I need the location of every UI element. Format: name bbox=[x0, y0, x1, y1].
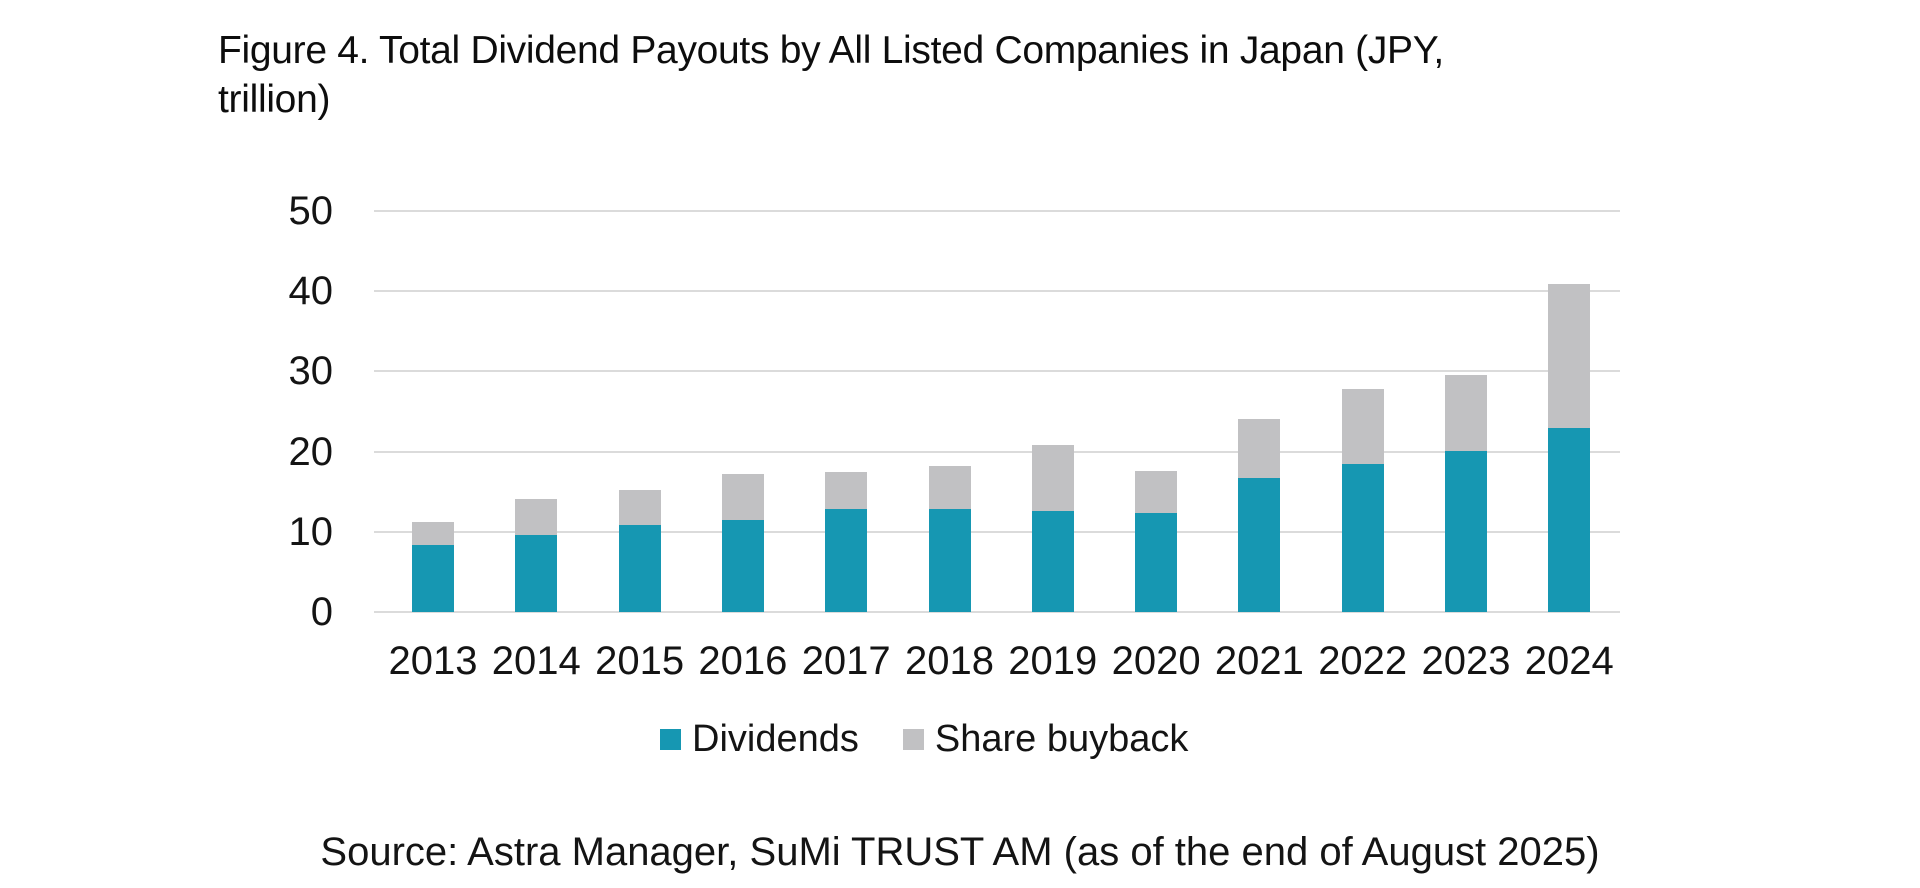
legend: Dividends Share buyback bbox=[660, 716, 1188, 762]
dividends-swatch-icon bbox=[660, 728, 681, 750]
bar-2017 bbox=[825, 472, 868, 612]
bar-2024-share-buyback bbox=[1548, 284, 1591, 428]
bar-2019-dividends bbox=[1031, 511, 1074, 612]
bar-2023 bbox=[1445, 375, 1487, 612]
bar-2015 bbox=[618, 490, 661, 612]
bar-2021-share-buyback bbox=[1238, 419, 1281, 478]
legend-label-dividends: Dividends bbox=[692, 718, 859, 760]
bar-2018-share-buyback bbox=[928, 466, 971, 509]
bar-2018-dividends bbox=[928, 509, 971, 612]
y-axis: 0 10 20 30 40 50 bbox=[0, 189, 334, 634]
x-tick-label-2024: 2024 bbox=[1524, 639, 1614, 683]
bar-2014 bbox=[515, 499, 558, 612]
bar-2024 bbox=[1548, 284, 1591, 612]
bar-2020 bbox=[1135, 471, 1178, 612]
y-tick-label-30: 30 bbox=[288, 349, 334, 394]
x-tick-label-2019: 2019 bbox=[1008, 639, 1098, 683]
y-tick-label-40: 40 bbox=[288, 269, 334, 314]
bar-2013 bbox=[412, 522, 454, 612]
bar-2022 bbox=[1341, 389, 1384, 612]
y-tick-label-0: 0 bbox=[310, 590, 333, 634]
x-tick-label-2021: 2021 bbox=[1214, 639, 1304, 683]
bar-2018 bbox=[928, 466, 971, 612]
bar-2013-share-buyback bbox=[412, 522, 454, 545]
bar-2024-dividends bbox=[1548, 428, 1591, 612]
legend-item-dividends: Dividends bbox=[660, 716, 859, 762]
bar-2016 bbox=[721, 474, 764, 612]
bar-2015-dividends bbox=[618, 525, 661, 612]
gridline-30 bbox=[374, 370, 1620, 373]
bar-2017-dividends bbox=[825, 509, 868, 612]
legend-item-share_buyback: Share buyback bbox=[902, 716, 1189, 762]
source-note: Source: Astra Manager, SuMi TRUST AM (as… bbox=[320, 830, 1600, 874]
x-tick-label-2013: 2013 bbox=[388, 639, 478, 683]
x-tick-label-2018: 2018 bbox=[905, 639, 994, 683]
bar-2016-share-buyback bbox=[721, 474, 764, 520]
gridline-40 bbox=[374, 290, 1620, 293]
x-axis: 2013 2014 2015 2016 2017 2018 2019 2020 2021 2022… bbox=[374, 637, 1620, 697]
figure-title-line1: Figure 4. Total Dividend Payouts by All … bbox=[218, 29, 1444, 72]
y-tick-label-50: 50 bbox=[288, 189, 334, 233]
y-tick-label-20: 20 bbox=[288, 429, 334, 474]
bar-2020-dividends bbox=[1135, 513, 1178, 612]
bar-2013-dividends bbox=[412, 545, 454, 612]
bar-2017-share-buyback bbox=[825, 472, 868, 509]
plot-area bbox=[374, 210, 1620, 613]
x-tick-label-2015: 2015 bbox=[595, 639, 685, 683]
x-tick-label-2020: 2020 bbox=[1111, 639, 1201, 683]
x-tick-label-2022: 2022 bbox=[1318, 639, 1408, 683]
x-tick-label-2016: 2016 bbox=[698, 639, 788, 683]
bar-2016-dividends bbox=[721, 520, 764, 612]
legend-label-share_buyback: Share buyback bbox=[934, 718, 1189, 760]
figure-title: Figure 4. Total Dividend Payouts by All … bbox=[218, 26, 1444, 124]
x-tick-label-2017: 2017 bbox=[801, 639, 891, 683]
bar-2022-share-buyback bbox=[1341, 389, 1384, 464]
bar-2015-share-buyback bbox=[618, 490, 661, 525]
gridline-50 bbox=[374, 210, 1620, 212]
bar-2023-dividends bbox=[1445, 451, 1487, 612]
gridline-0 bbox=[374, 611, 1620, 613]
bar-2014-dividends bbox=[515, 535, 558, 612]
bar-2019 bbox=[1031, 445, 1074, 612]
gridline-20 bbox=[374, 450, 1620, 453]
bar-2020-share-buyback bbox=[1135, 471, 1178, 513]
x-tick-label-2023: 2023 bbox=[1421, 639, 1511, 683]
share_buyback-swatch-icon bbox=[902, 728, 924, 750]
y-tick-label-10: 10 bbox=[288, 509, 334, 554]
bar-2021-dividends bbox=[1238, 478, 1281, 612]
gridline-10 bbox=[374, 530, 1620, 533]
bar-2022-dividends bbox=[1341, 464, 1384, 612]
bar-2021 bbox=[1238, 419, 1281, 612]
bar-2014-share-buyback bbox=[515, 499, 558, 535]
x-tick-label-2014: 2014 bbox=[491, 639, 581, 683]
bar-2023-share-buyback bbox=[1445, 375, 1487, 451]
figure-title-line2: trillion) bbox=[218, 78, 331, 121]
bar-2019-share-buyback bbox=[1031, 445, 1074, 511]
